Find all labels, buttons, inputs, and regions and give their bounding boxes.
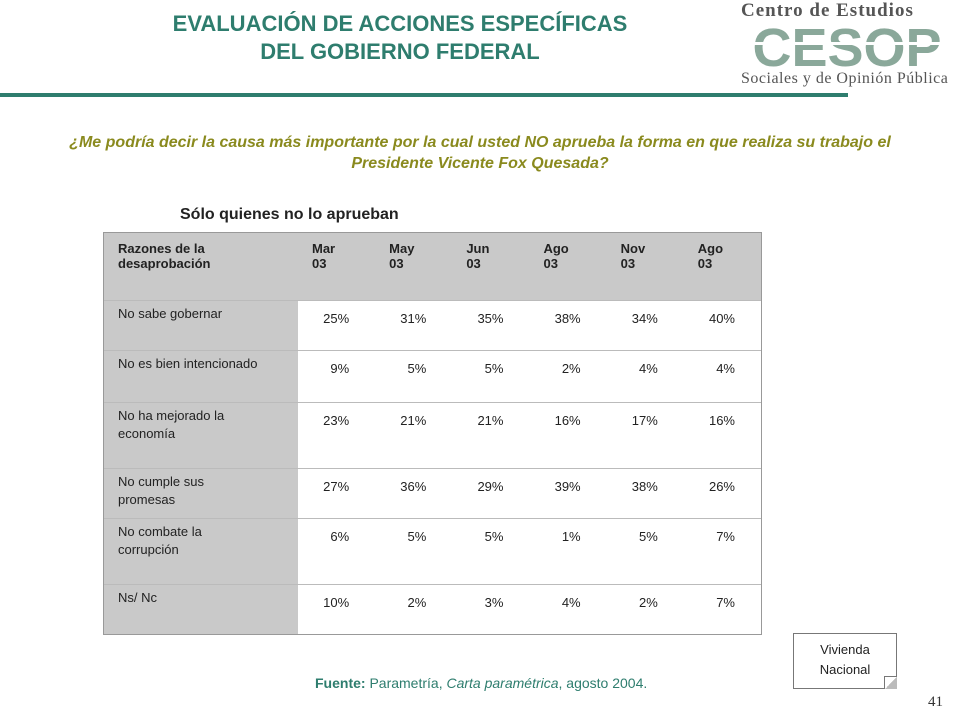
row-value: 25% xyxy=(298,300,376,351)
source-publication: Carta paramétrica xyxy=(446,675,559,691)
row-value: 17% xyxy=(606,402,684,469)
row-value: 5% xyxy=(452,350,530,403)
row-value: 21% xyxy=(452,402,530,469)
sample-note: Vivienda Nacional xyxy=(793,633,897,689)
header-period: Mar 03 xyxy=(298,233,376,301)
note-line-1: Vivienda xyxy=(820,642,870,657)
table-row: No sabe gobernar 25% 31% 35% 38% 34% 40% xyxy=(104,300,761,351)
logo-bottom-text: Sociales y de Opinión Pública xyxy=(741,70,949,87)
logo-top-text: Centro de Estudios xyxy=(741,0,914,21)
results-table-grid: Razones de la desaprobación Mar 03 May 03 … xyxy=(104,233,761,634)
row-value: 9% xyxy=(298,350,376,403)
row-value: 7% xyxy=(683,518,761,585)
table-header-row: Razones de la desaprobación Mar 03 May 03 … xyxy=(104,233,761,301)
survey-question: ¿Me podría decir la causa más importante… xyxy=(69,134,891,172)
page-fold-icon xyxy=(884,676,897,689)
header-period: Nov 03 xyxy=(606,233,684,301)
row-value: 16% xyxy=(529,402,607,469)
row-value: 39% xyxy=(529,468,607,519)
source-text: Parametría, xyxy=(365,675,447,691)
row-reason: No cumple sus promesas xyxy=(104,468,298,519)
source-date: , agosto 2004. xyxy=(558,675,648,691)
row-value: 36% xyxy=(375,468,453,519)
row-value: 38% xyxy=(529,300,607,351)
page-number: 41 xyxy=(928,694,943,710)
title-line-1: EVALUACIÓN DE ACCIONES ESPECÍFICAS xyxy=(172,11,628,36)
logo-acronym: CESOP xyxy=(752,22,941,70)
title-line-2: DEL GOBIERNO FEDERAL xyxy=(260,39,540,64)
row-value: 4% xyxy=(529,584,607,634)
row-value: 5% xyxy=(452,518,530,585)
header-period: Ago 03 xyxy=(683,233,761,301)
row-reason: No es bien intencionado xyxy=(104,350,298,403)
row-reason: No sabe gobernar xyxy=(104,300,298,351)
header-reason: Razones de la desaprobación xyxy=(104,233,298,301)
table-row: No es bien intencionado 9% 5% 5% 2% 4% 4… xyxy=(104,350,761,403)
row-value: 2% xyxy=(375,584,453,634)
row-value: 27% xyxy=(298,468,376,519)
source-label: Fuente: xyxy=(315,675,366,691)
row-value: 6% xyxy=(298,518,376,585)
header-period: May 03 xyxy=(375,233,453,301)
row-reason: No combate la corrupción xyxy=(104,518,298,585)
row-value: 4% xyxy=(606,350,684,403)
header-period: Jun 03 xyxy=(452,233,530,301)
cesop-logo: Centro de Estudios CESOP Sociales y de O… xyxy=(733,0,960,96)
row-value: 21% xyxy=(375,402,453,469)
row-value: 35% xyxy=(452,300,530,351)
row-value: 16% xyxy=(683,402,761,469)
row-value: 5% xyxy=(375,518,453,585)
row-reason: Ns/ Nc xyxy=(104,584,298,634)
table-row: No combate la corrupción 6% 5% 5% 1% 5% 7… xyxy=(104,518,761,585)
row-value: 40% xyxy=(683,300,761,351)
results-table: Razones de la desaprobación Mar 03 May 03 … xyxy=(103,232,762,635)
row-value: 29% xyxy=(452,468,530,519)
row-value: 34% xyxy=(606,300,684,351)
row-value: 3% xyxy=(452,584,530,634)
row-value: 26% xyxy=(683,468,761,519)
cesop-logo-mark: CESOP xyxy=(741,22,953,70)
note-line-2: Nacional xyxy=(819,662,871,677)
table-row: No ha mejorado la economía 23% 21% 21% 16… xyxy=(104,402,761,469)
source-note: Fuente: Parametría, Carta paramétrica, a… xyxy=(315,675,647,691)
table-row: Ns/ Nc 10% 2% 3% 4% 2% 7% xyxy=(104,584,761,634)
row-value: 5% xyxy=(606,518,684,585)
table-row: No cumple sus promesas 27% 36% 29% 39% 38… xyxy=(104,468,761,519)
row-value: 38% xyxy=(606,468,684,519)
row-value: 1% xyxy=(529,518,607,585)
table-subtitle: Sólo quienes no lo aprueban xyxy=(180,206,399,223)
row-value: 31% xyxy=(375,300,453,351)
row-value: 7% xyxy=(683,584,761,634)
row-value: 10% xyxy=(298,584,376,634)
page-title: EVALUACIÓN DE ACCIONES ESPECÍFICAS DEL G… xyxy=(100,10,700,66)
row-value: 2% xyxy=(606,584,684,634)
row-value: 5% xyxy=(375,350,453,403)
row-reason: No ha mejorado la economía xyxy=(104,402,298,469)
title-divider xyxy=(0,93,848,97)
row-value: 2% xyxy=(529,350,607,403)
row-value: 4% xyxy=(683,350,761,403)
header-period: Ago 03 xyxy=(529,233,607,301)
row-value: 23% xyxy=(298,402,376,469)
